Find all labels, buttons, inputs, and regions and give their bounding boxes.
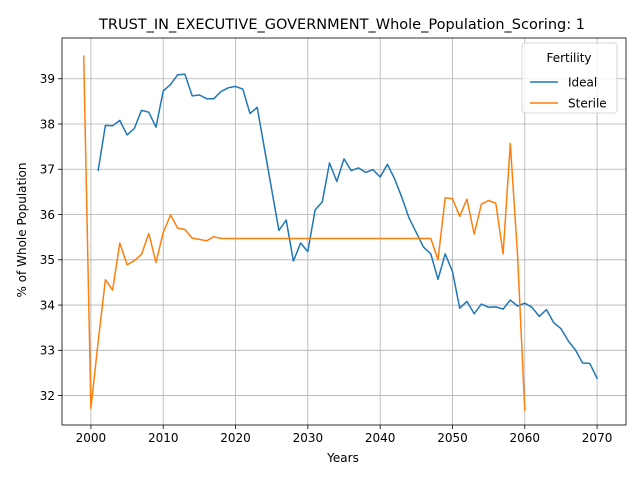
x-tick-label: 2050 [437, 431, 468, 445]
series-lines [82, 55, 599, 411]
legend-label-ideal: Ideal [568, 75, 597, 89]
y-tick-label: 39 [40, 72, 55, 86]
series-line-sterile [82, 55, 526, 411]
chart-title: TRUST_IN_EXECUTIVE_GOVERNMENT_Whole_Popu… [98, 17, 585, 33]
legend-title: Fertility [546, 51, 591, 65]
plot-frame [61, 37, 627, 426]
x-tick-label: 2040 [365, 431, 396, 445]
y-tick-label: 34 [40, 298, 55, 312]
x-tick-label: 2030 [293, 431, 324, 445]
legend-items: Ideal Sterile [530, 75, 607, 110]
legend: Fertility Ideal Sterile [521, 42, 618, 114]
x-axis-label: Years [326, 451, 359, 465]
y-axis-label: % of Whole Population [15, 163, 29, 298]
legend-label-sterile: Sterile [568, 96, 607, 110]
y-tick-label: 36 [40, 208, 55, 222]
y-tick-label: 32 [40, 389, 55, 403]
y-tick-label: 37 [40, 163, 55, 177]
x-tick-label: 2010 [148, 431, 179, 445]
x-tick-label: 2070 [582, 431, 613, 445]
y-tick-label: 38 [40, 117, 55, 131]
x-axis: 2000 2010 2020 2030 2040 2050 2060 2070 [76, 425, 613, 445]
y-axis: 32 33 34 35 36 37 38 39 [40, 72, 62, 403]
series-line-ideal [97, 73, 599, 380]
x-tick-label: 2000 [76, 431, 107, 445]
legend-box [521, 42, 618, 114]
y-tick-label: 35 [40, 253, 55, 267]
y-tick-label: 33 [40, 344, 55, 358]
x-tick-label: 2060 [509, 431, 540, 445]
x-tick-label: 2020 [220, 431, 251, 445]
